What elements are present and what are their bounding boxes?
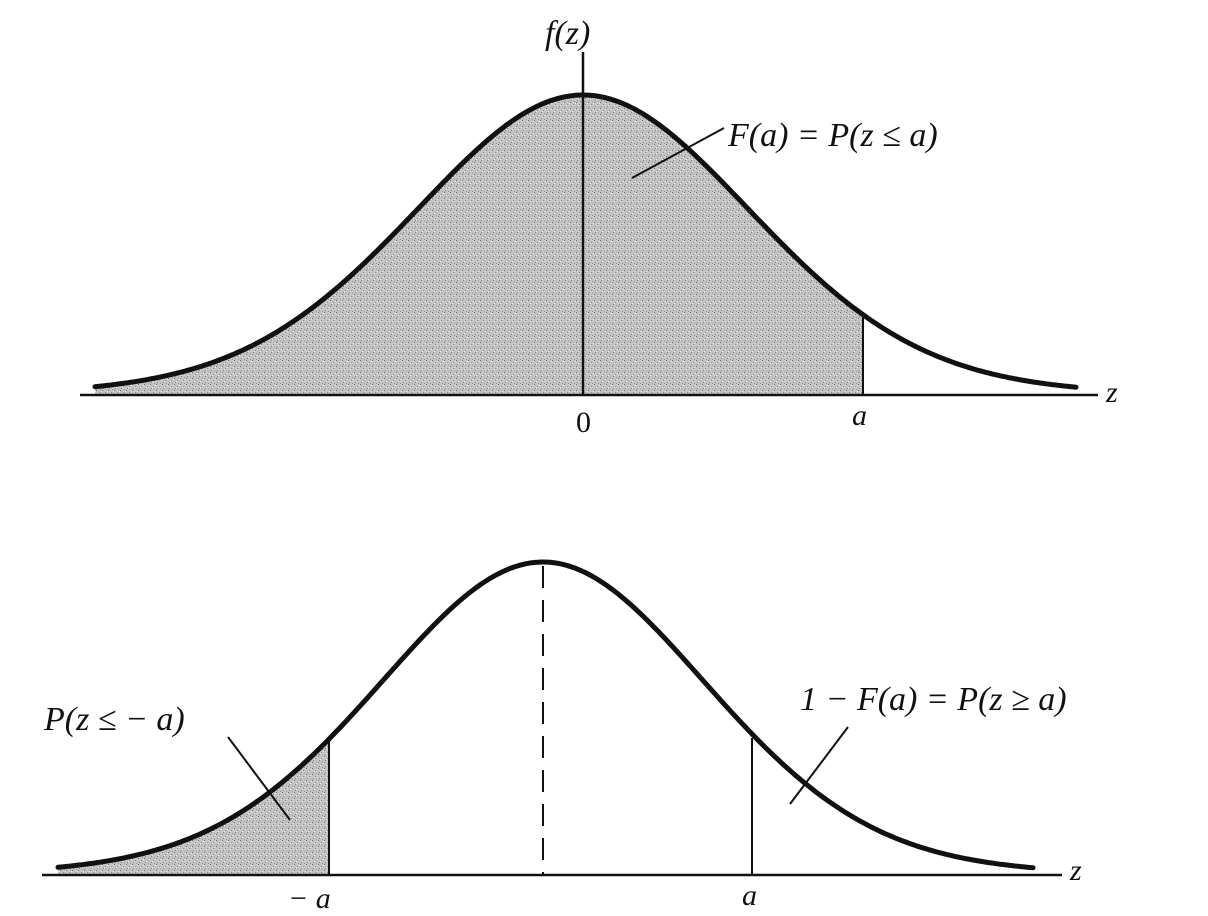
- top-area-label: F(a) = P(z ≤ a): [727, 117, 938, 154]
- top-density-curve: [92, 92, 1079, 390]
- top-y-axis-label: f(z): [545, 15, 590, 52]
- bottom-left-tail-shaded-area: [58, 740, 329, 875]
- bottom-panel: z − a a P(z ≤ − a) 1 − F(a) = P(z ≥ a): [42, 559, 1082, 915]
- top-shaded-area: [95, 95, 863, 395]
- bottom-right-leader-line: [789, 726, 849, 805]
- bottom-left-tail-label: P(z ≤ − a): [43, 701, 185, 738]
- bottom-tick-neg-a: − a: [288, 882, 331, 915]
- top-tick-zero: 0: [576, 406, 591, 439]
- top-tick-a: a: [852, 399, 867, 432]
- bottom-density-curve: [55, 559, 1036, 871]
- top-x-axis-label: z: [1105, 376, 1118, 409]
- bottom-tick-a: a: [742, 879, 757, 912]
- bottom-left-leader-line: [227, 736, 291, 821]
- top-area-leader-line: [631, 127, 725, 179]
- bottom-right-tail-label: 1 − F(a) = P(z ≥ a): [800, 681, 1067, 718]
- bottom-x-axis-label: z: [1069, 854, 1082, 887]
- top-panel: f(z) z 0 a F(a) = P(z ≤ a): [80, 15, 1118, 439]
